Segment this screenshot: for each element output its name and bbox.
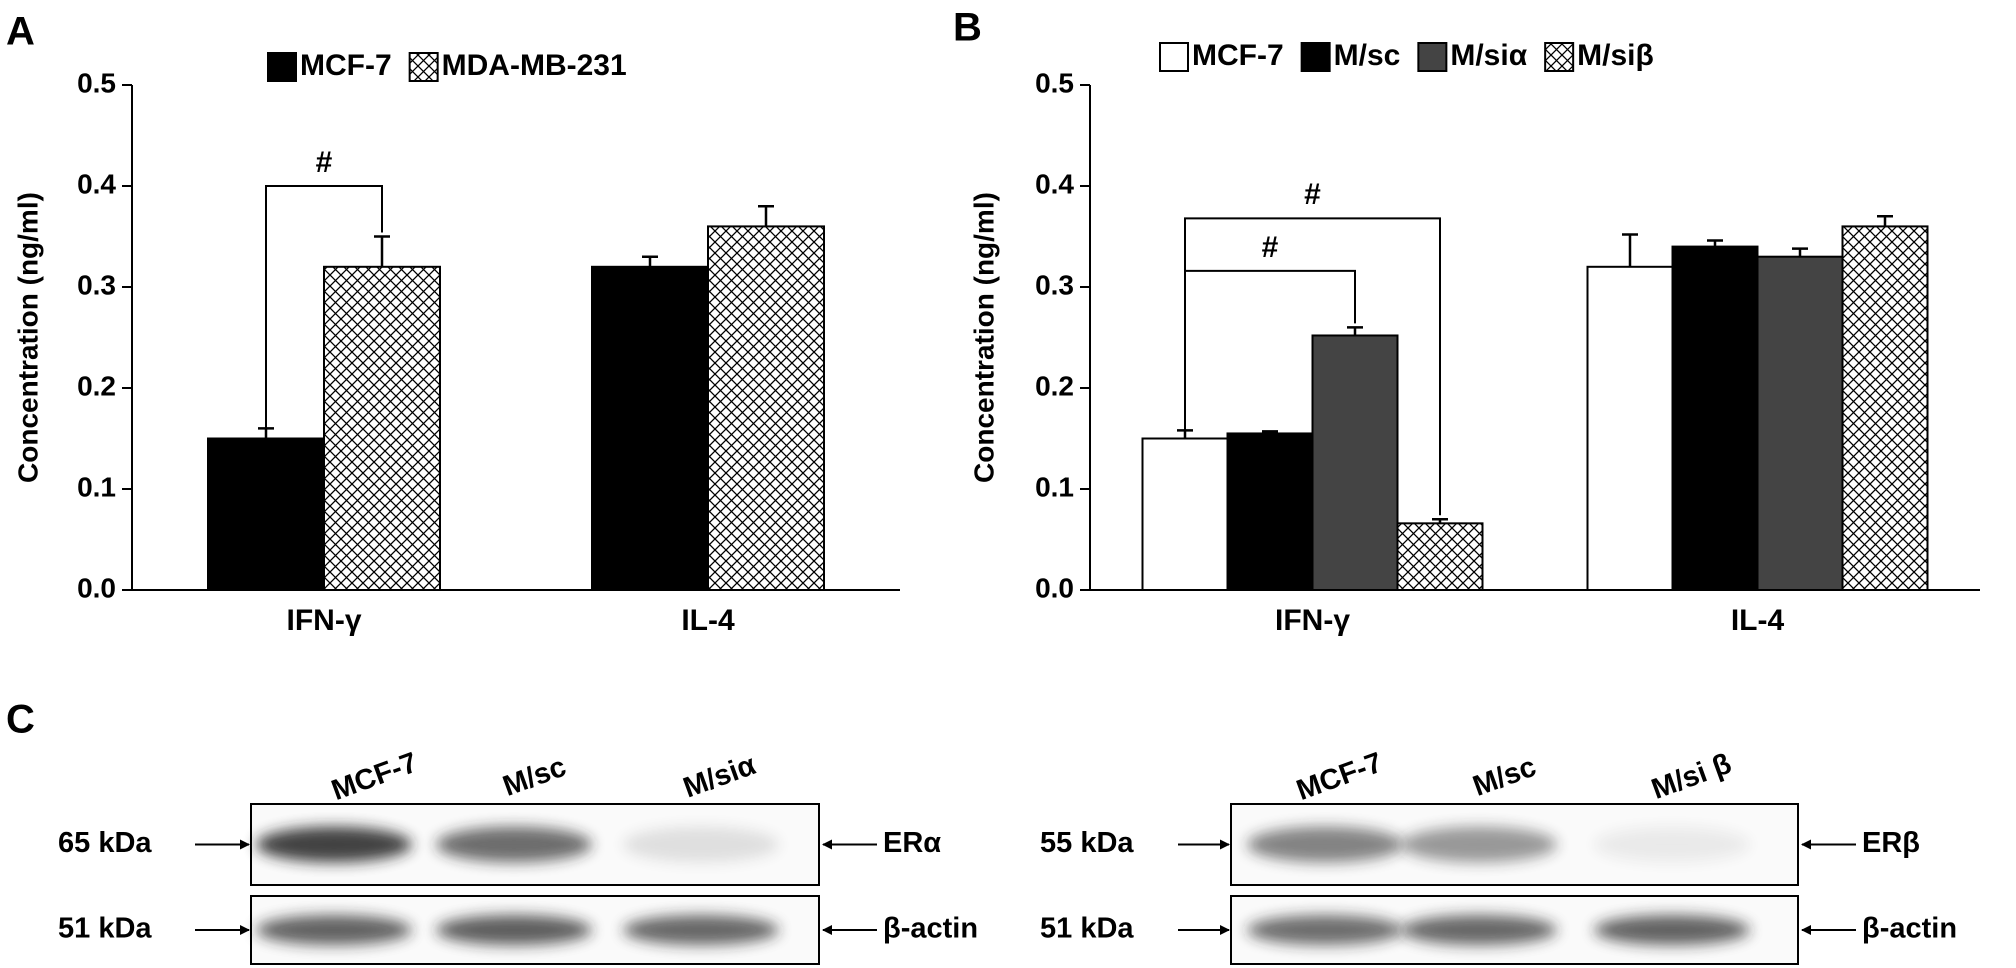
blot-band: [436, 915, 592, 945]
panel-label: B: [953, 6, 982, 50]
y-tick-label: 0.2: [1035, 370, 1074, 401]
size-label: 55 kDa: [1040, 827, 1134, 859]
error-bar: [1347, 326, 1363, 336]
error-bar: [1707, 239, 1723, 247]
y-tick-label: 0.0: [1035, 572, 1074, 603]
y-tick-label: 0.0: [77, 572, 116, 603]
error-bar: [1177, 429, 1193, 439]
legend-label: M/siα: [1450, 39, 1527, 72]
y-tick-label: 0.2: [77, 370, 116, 401]
blot-band: [256, 826, 412, 863]
bar: [1756, 255, 1844, 591]
error-bar: [758, 204, 774, 227]
blot-band: [256, 915, 412, 945]
size-label: 51 kDa: [58, 913, 152, 945]
y-tick-label: 0.1: [77, 471, 116, 502]
annotation: #: [316, 146, 333, 179]
lane-label: M/sc: [499, 751, 571, 803]
bar: [1141, 437, 1229, 591]
bar: [1586, 265, 1674, 591]
size-label: 51 kDa: [1040, 913, 1134, 945]
error-bar: [1432, 518, 1448, 524]
bar: [323, 265, 441, 591]
x-tick-label: IFN-γ: [287, 604, 362, 637]
blot-band: [1401, 915, 1557, 945]
legend-label: MCF-7: [300, 49, 392, 82]
x-tick-label: IL-4: [1731, 604, 1785, 637]
legend-swatch: [408, 52, 439, 82]
lane-label: M/si β: [1647, 748, 1735, 806]
significance-bracket: [1184, 269, 1356, 431]
legend-swatch: [1159, 42, 1189, 72]
panel-label: C: [6, 698, 35, 742]
error-bar: [642, 255, 658, 267]
legend-label: M/siβ: [1577, 39, 1654, 72]
blot-band: [1247, 826, 1403, 863]
blot-band: [436, 826, 592, 863]
error-bar: [1622, 233, 1638, 267]
lane-label: M/sc: [1469, 751, 1541, 803]
protein-label: ERβ: [1862, 827, 1920, 859]
significance-bracket: [265, 185, 383, 429]
y-tick-label: 0.5: [1035, 67, 1074, 98]
y-axis-label: Concentration (ng/ml): [968, 192, 999, 483]
legend-swatch: [1544, 42, 1575, 72]
lane-label: M/siα: [679, 749, 760, 805]
y-tick-label: 0.3: [1035, 269, 1074, 300]
protein-label: ERα: [883, 827, 941, 859]
protein-label: β-actin: [883, 913, 978, 945]
y-tick-label: 0.5: [77, 67, 116, 98]
blot-band: [1594, 915, 1750, 945]
annotation: #: [1262, 231, 1279, 264]
bar: [1311, 334, 1399, 592]
x-tick-label: IFN-γ: [1275, 604, 1350, 637]
error-bar: [1792, 247, 1808, 257]
x-tick-label: IL-4: [681, 604, 735, 637]
lane-label: MCF-7: [1292, 747, 1386, 807]
legend-label: MDA-MB-231: [442, 49, 627, 82]
bar: [707, 225, 825, 591]
y-tick-label: 0.4: [77, 168, 116, 199]
blot-band: [1401, 826, 1557, 863]
y-tick-label: 0.4: [1035, 168, 1074, 199]
size-label: 65 kDa: [58, 827, 152, 859]
y-axis-label: Concentration (ng/ml): [12, 192, 43, 483]
y-tick-label: 0.3: [77, 269, 116, 300]
bar: [1841, 225, 1929, 591]
lane-label: MCF-7: [327, 747, 421, 807]
bar: [207, 437, 325, 591]
error-bar: [374, 235, 390, 267]
bar: [1396, 522, 1484, 592]
bar: [1226, 432, 1314, 592]
error-bar: [1262, 430, 1278, 434]
legend-label: MCF-7: [1192, 39, 1284, 72]
y-tick-label: 0.1: [1035, 471, 1074, 502]
blot-band: [1594, 826, 1750, 863]
legend-label: M/sc: [1334, 39, 1401, 72]
blot-band: [623, 915, 779, 945]
error-bar: [1877, 215, 1893, 227]
legend-swatch: [1300, 42, 1331, 72]
legend-swatch: [1417, 42, 1448, 72]
error-bar: [258, 427, 274, 439]
panel-label: A: [6, 10, 35, 54]
blot-band: [1247, 915, 1403, 945]
protein-label: β-actin: [1862, 913, 1957, 945]
bar: [591, 265, 709, 591]
bar: [1671, 245, 1759, 591]
blot-band: [623, 826, 779, 863]
legend-swatch: [267, 52, 297, 82]
annotation: #: [1304, 178, 1321, 211]
